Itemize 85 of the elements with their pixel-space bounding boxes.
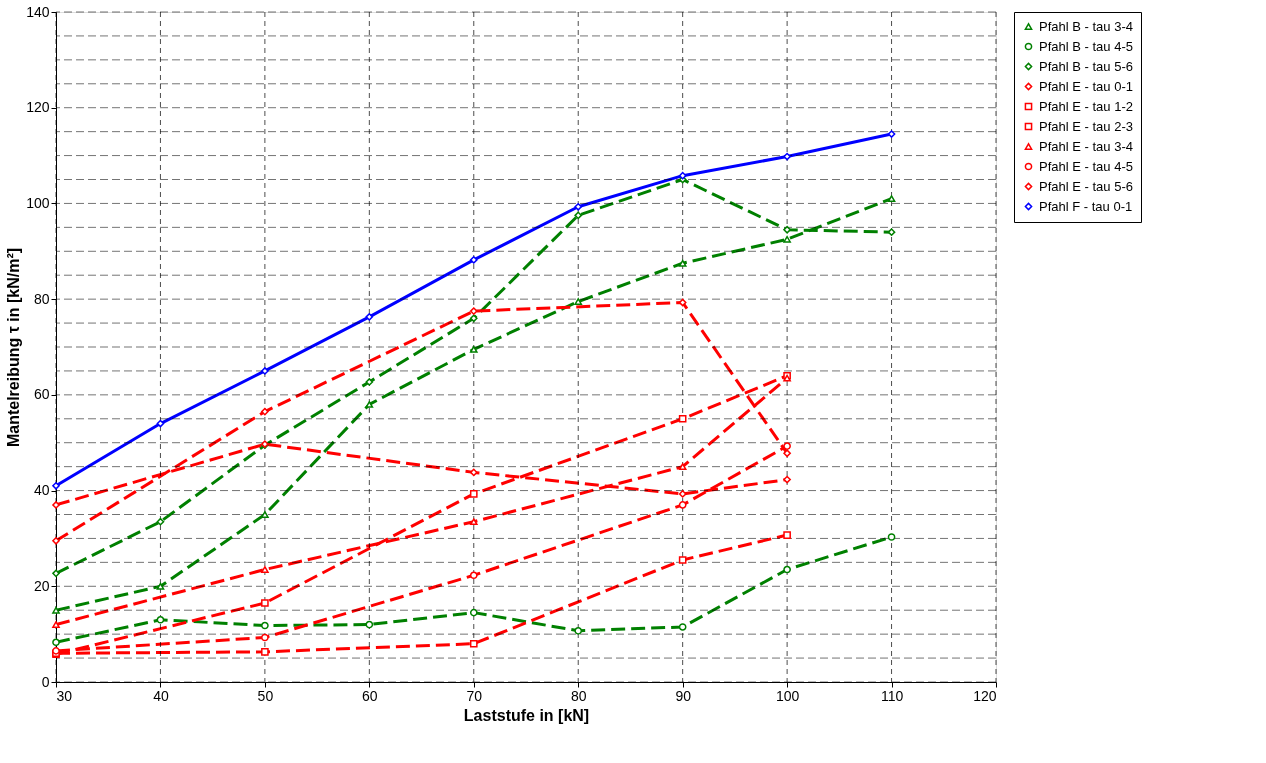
legend-label: Pfahl E - tau 3-4 [1039, 138, 1133, 154]
legend-label: Pfahl B - tau 3-4 [1039, 18, 1133, 34]
point [469, 490, 478, 498]
point [469, 468, 478, 477]
point [678, 414, 687, 423]
x-tick-label: 110 [880, 687, 904, 704]
legend-label: Pfahl E - tau 2-3 [1039, 118, 1133, 134]
point [261, 367, 269, 375]
legend-label: Pfahl E - tau 5-6 [1039, 178, 1133, 194]
point [365, 378, 374, 386]
point [156, 615, 165, 624]
point [261, 633, 269, 642]
point [469, 518, 478, 526]
point [783, 152, 791, 161]
y-axis-title: Mantelreibung τ in [kN/m²] [5, 247, 23, 448]
legend-label: Pfahl E - tau 4-5 [1039, 158, 1133, 174]
point [887, 533, 896, 541]
point [783, 442, 791, 450]
x-tick-label: 90 [675, 687, 692, 704]
point [574, 211, 583, 220]
point [156, 517, 165, 526]
point [678, 501, 687, 509]
point [678, 490, 687, 498]
legend-label: Pfahl B - tau 5-6 [1039, 58, 1133, 74]
point [156, 582, 165, 590]
point [783, 475, 791, 484]
y-tick-label: 120 [26, 99, 50, 116]
x-tick-label: 120 [973, 687, 997, 704]
point [469, 345, 478, 353]
point [469, 639, 478, 648]
point [574, 202, 583, 211]
legend-label: Pfahl E - tau 0-1 [1039, 78, 1133, 94]
point [52, 569, 60, 578]
point [261, 566, 269, 573]
legend-label: Pfahl F - tau 0-1 [1039, 198, 1133, 214]
point [365, 401, 374, 408]
y-tick-label: 20 [33, 577, 50, 594]
x-axis-title: Laststufe in [kN] [463, 706, 590, 724]
point [469, 256, 478, 264]
y-tick-label: 100 [26, 194, 50, 211]
point [783, 235, 791, 243]
point [469, 571, 478, 580]
point [783, 565, 791, 574]
point [365, 313, 374, 321]
x-tick-label: 70 [466, 687, 483, 704]
point [887, 195, 896, 203]
point [678, 463, 687, 471]
x-tick-label: 80 [570, 687, 587, 704]
y-tick-label: 0 [41, 673, 50, 690]
point [469, 307, 478, 315]
point [678, 556, 687, 564]
point [783, 225, 791, 234]
point [52, 536, 60, 545]
x-tick-label: 100 [775, 687, 800, 704]
point [52, 638, 60, 647]
point [887, 228, 896, 236]
x-tick-label: 50 [257, 687, 274, 704]
point [261, 621, 269, 630]
point [678, 623, 687, 631]
x-tick-label: 40 [153, 687, 169, 704]
point [678, 298, 687, 307]
y-tick-label: 80 [33, 290, 50, 307]
point [783, 449, 791, 458]
y-tick-label: 40 [33, 482, 50, 499]
point [365, 620, 374, 629]
point [678, 171, 687, 180]
point [887, 130, 896, 138]
point [261, 511, 269, 518]
legend-label: Pfahl E - tau 1-2 [1039, 98, 1133, 114]
point [261, 599, 269, 607]
point [469, 608, 478, 617]
x-tick-label: 60 [362, 687, 378, 704]
point [261, 407, 269, 416]
point [574, 298, 583, 305]
y-tick-label: 140 [26, 3, 50, 20]
x-tick-label: 30 [56, 687, 73, 704]
point [783, 531, 791, 539]
point [678, 259, 687, 267]
legend-label: Pfahl B - tau 4-5 [1039, 38, 1133, 54]
y-tick-label: 60 [33, 386, 50, 403]
point [156, 419, 165, 428]
point [52, 481, 60, 490]
point [574, 626, 583, 635]
point [261, 648, 269, 656]
point [469, 314, 478, 323]
